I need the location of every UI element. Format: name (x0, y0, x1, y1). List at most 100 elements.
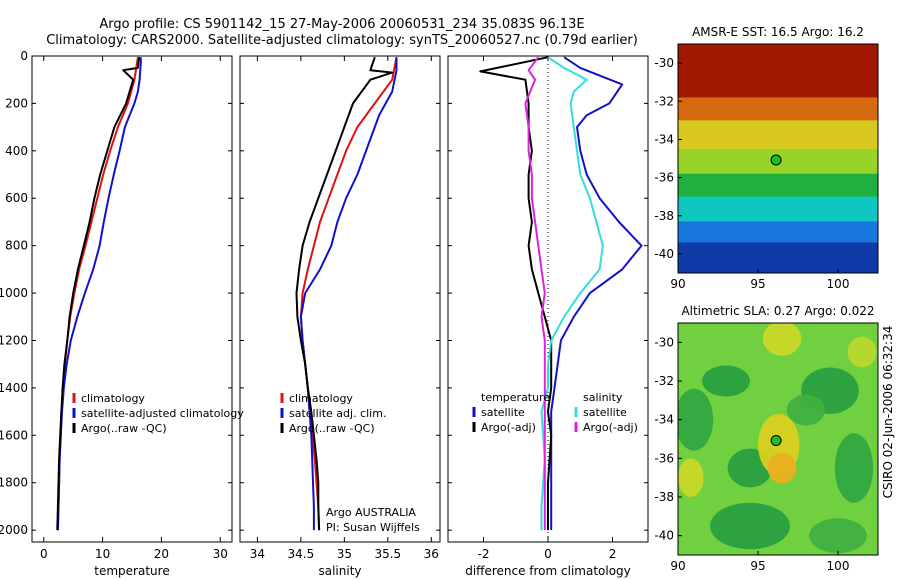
difference-xtick-label: 0 (544, 547, 552, 561)
temperature-xtick-label: 10 (95, 547, 110, 561)
sla-lat-label: -40 (654, 529, 674, 543)
sla-lon-label: 100 (827, 559, 850, 573)
sst-band (678, 120, 878, 150)
salinity-xtick-label: 35.5 (374, 547, 401, 561)
sst-lat-label: -40 (654, 247, 674, 261)
sla-lat-label: -32 (654, 374, 674, 388)
sla-anomaly-blob (786, 394, 826, 426)
sst-map (677, 43, 879, 274)
sst-lat-label: -30 (654, 56, 674, 70)
sla-lat-label: -36 (654, 451, 674, 465)
salinity-series-line-0 (299, 57, 398, 531)
temperature-panel (31, 55, 233, 543)
difference-legend-header: temperature (481, 391, 550, 404)
temperature-xlabel: temperature (94, 564, 169, 578)
sst-band (678, 242, 878, 273)
sla-lat-label: -38 (654, 490, 674, 504)
depth-tick-label: 1400 (0, 381, 28, 395)
salinity-series-line-1 (299, 57, 398, 531)
temperature-legend-entry: satellite-adjusted climatology (81, 407, 244, 420)
salinity-xtick-label: 36 (424, 547, 439, 561)
difference-series-line-0 (550, 56, 643, 531)
difference-series-line-2 (540, 56, 604, 531)
salinity-xtick-label: 34.5 (288, 547, 315, 561)
sla-lat-label: -30 (654, 335, 674, 349)
figure-title-line1: Argo profile: CS 5901142_15 27-May-2006 … (99, 17, 584, 32)
sst-lat-label: -32 (654, 94, 674, 108)
sst-band (678, 44, 878, 99)
sst-band (678, 196, 878, 223)
difference-legend-entry: satellite (583, 406, 627, 419)
depth-tick-label: 2000 (0, 523, 28, 537)
salinity-legend-entry: satellite adj. clim. (289, 407, 386, 420)
sla-lon-label: 95 (750, 559, 765, 573)
difference-legend-header: salinity (583, 391, 623, 404)
difference-xtick-label: 2 (609, 547, 617, 561)
depth-tick-label: 400 (5, 144, 28, 158)
depth-tick-label: 0 (20, 49, 28, 63)
difference-legend-entry: Argo(-adj) (583, 421, 638, 434)
sst-map-frame (677, 43, 879, 274)
depth-tick-label: 200 (5, 96, 28, 110)
sst-lat-label: -38 (654, 209, 674, 223)
temperature-xtick-label: 0 (40, 547, 48, 561)
sla-anomaly-blob (767, 452, 797, 484)
sla-lon-label: 90 (670, 559, 685, 573)
difference-legend-entry: satellite (481, 406, 525, 419)
salinity-xtick-label: 35 (337, 547, 352, 561)
salinity-panel (239, 55, 441, 543)
salinity-xtick-label: 34 (250, 547, 265, 561)
depth-tick-label: 1200 (0, 333, 28, 347)
difference-series-line-3 (524, 56, 546, 531)
depth-tick-label: 800 (5, 239, 28, 253)
depth-tick-label: 1000 (0, 286, 28, 300)
panel-annotation-line: PI: Susan Wijffels (326, 521, 420, 534)
sla-anomaly-blob (834, 433, 874, 503)
panel-annotation-line: Argo AUSTRALIA (326, 506, 416, 519)
sst-lon-label: 90 (670, 277, 685, 291)
depth-tick-label: 1800 (0, 476, 28, 490)
sst-lon-label: 95 (750, 277, 765, 291)
salinity-xlabel: salinity (318, 564, 361, 578)
difference-legend-entry: Argo(-adj) (481, 421, 536, 434)
sst-map-title: AMSR-E SST: 16.5 Argo: 16.2 (692, 25, 864, 39)
temperature-xtick-label: 30 (213, 547, 228, 561)
temperature-series-line-2 (56, 57, 141, 531)
sla-argo-location-marker (770, 435, 782, 447)
sla-anomaly-blob (809, 518, 867, 554)
sla-map-frame (677, 322, 879, 556)
sla-map-title: Altimetric SLA: 0.27 Argo: 0.022 (681, 304, 874, 318)
sla-anomaly-blob (702, 365, 750, 397)
difference-panel (447, 55, 649, 543)
sla-anomaly-blob (710, 502, 790, 550)
sla-anomaly-blob (847, 336, 877, 368)
panels-layer: 0 10 20 30temperature0200400600800100012001… (0, 25, 879, 578)
sla-anomaly-blob (678, 388, 714, 451)
sla-lat-label: -34 (654, 413, 674, 427)
temperature-xtick-label: 20 (154, 547, 169, 561)
sst-lon-label: 100 (827, 277, 850, 291)
difference-xtick-label: -2 (477, 547, 489, 561)
temperature-axes-frame (31, 55, 233, 543)
figure-title-line2: Climatology: CARS2000. Satellite-adjuste… (46, 33, 638, 48)
side-timestamp-label: CSIRO 02-Jun-2006 06:32:34 (881, 326, 895, 499)
temperature-legend-entry: Argo(..raw -QC) (81, 422, 167, 435)
salinity-axes-frame (239, 55, 441, 543)
sst-band (678, 97, 878, 122)
depth-tick-label: 600 (5, 191, 28, 205)
sst-field (678, 44, 878, 273)
difference-xlabel: difference from climatology (465, 564, 631, 578)
sst-argo-location-marker (770, 154, 782, 166)
sla-anomaly-blob (678, 458, 704, 497)
sst-lat-label: -36 (654, 171, 674, 185)
sst-band (678, 221, 878, 244)
sla-anomaly-blob (762, 323, 802, 356)
temperature-legend-entry: climatology (81, 392, 145, 405)
sla-map (677, 322, 879, 556)
salinity-series-line-2 (295, 56, 394, 531)
salinity-legend-entry: Argo(..raw -QC) (289, 422, 375, 435)
depth-tick-label: 1600 (0, 428, 28, 442)
sst-lat-label: -34 (654, 132, 674, 146)
difference-series-line-1 (479, 56, 553, 531)
